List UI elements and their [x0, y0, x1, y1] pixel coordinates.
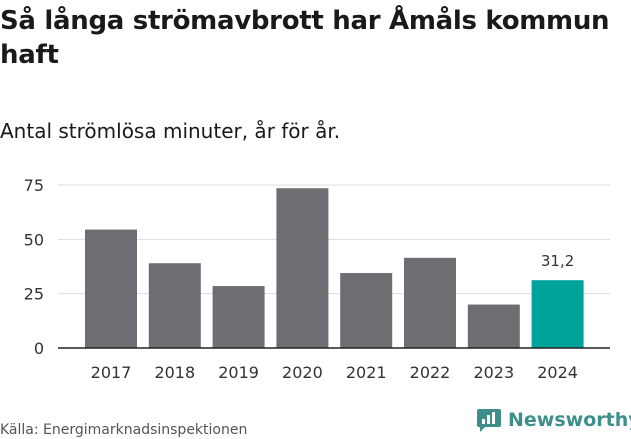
bar	[340, 273, 393, 348]
data-label: 31,2	[541, 252, 574, 270]
bar	[531, 280, 584, 348]
bar	[467, 304, 520, 348]
x-tick-label: 2018	[154, 363, 195, 382]
bar	[212, 286, 265, 348]
bar	[148, 263, 201, 348]
newsworthy-logo-icon	[477, 409, 501, 432]
source-note: Källa: Energimarknadsinspektionen	[0, 422, 248, 438]
brand-logo: Newsworthy	[476, 407, 631, 433]
x-tick-label: 2017	[91, 363, 132, 382]
x-tick-label: 2020	[282, 363, 323, 382]
brand-name: Newsworthy	[508, 409, 631, 431]
x-tick-label: 2022	[410, 363, 451, 382]
bar	[276, 188, 329, 348]
x-tick-label: 2019	[218, 363, 259, 382]
y-tick-label: 50	[24, 230, 44, 249]
y-tick-label: 25	[24, 285, 44, 304]
chart-title: Så långa strömavbrott har Åmåls kommun h…	[0, 6, 610, 70]
bar	[85, 229, 137, 348]
x-tick-label: 2021	[346, 363, 387, 382]
chart-subtitle: Antal strömlösa minuter, år för år.	[0, 119, 341, 143]
x-tick-label: 2024	[537, 363, 578, 382]
bar-chart: 0 25 50 75 2017 2018 2019 2020 2021 2022 2023 2024 3…	[24, 176, 610, 382]
y-tick-label: 0	[34, 339, 44, 358]
y-tick-label: 75	[24, 176, 44, 195]
bar	[404, 257, 456, 348]
x-tick-label: 2023	[473, 363, 514, 382]
